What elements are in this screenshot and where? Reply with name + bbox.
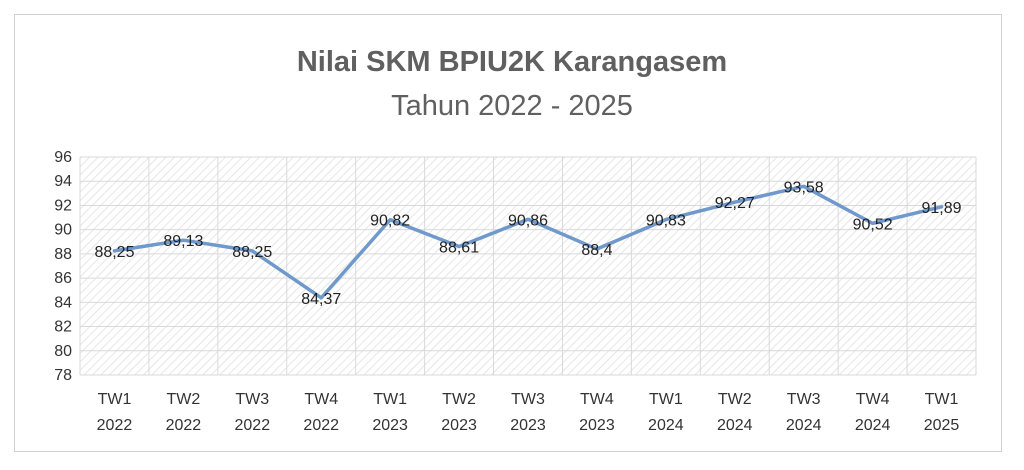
x-tick-label-year: 2024 [786,417,822,434]
y-tick-label: 96 [54,149,72,166]
x-tick-label-quarter: TW4 [304,391,338,408]
x-tick-label-quarter: TW1 [649,391,683,408]
y-tick-label: 88 [54,246,72,263]
chart-title: Nilai SKM BPIU2K Karangasem [296,46,728,78]
y-tick-label: 82 [54,319,72,336]
x-tick-label-quarter: TW1 [373,391,407,408]
data-labels: 88,25 89,13 88,25 84,37 90,82 88,61 90,86 88,4 9… [94,179,961,308]
y-tick-label: 92 [54,197,72,214]
y-tick-label: 90 [54,222,72,239]
x-tick-label-year: 2024 [717,417,753,434]
y-tick-label: 84 [54,294,72,311]
x-tick-label-year: 2023 [372,417,408,434]
y-axis: 78 80 82 84 86 88 90 92 94 96 [54,149,72,384]
x-tick-label-quarter: TW2 [166,391,200,408]
x-tick-label-year: 2023 [510,417,546,434]
x-tick-label-quarter: TW3 [787,391,821,408]
data-label: 89,13 [163,233,203,250]
data-label: 90,86 [508,212,548,229]
x-axis: TW1 2022 TW2 2022 TW3 2022 TW4 2022 TW1 2023 TW2 20… [97,391,960,434]
data-label: 84,37 [301,291,341,308]
x-tick-label-quarter: TW3 [235,391,269,408]
y-tick-label: 94 [54,173,72,190]
x-tick-label-quarter: TW4 [856,391,890,408]
data-label: 90,82 [370,213,410,230]
chart-subtitle: Tahun 2022 - 2025 [391,90,633,122]
y-tick-label: 80 [54,343,72,360]
x-tick-label-quarter: TW4 [580,391,614,408]
x-tick-label-year: 2022 [166,417,202,434]
series-line [112,184,944,300]
x-tick-label-year: 2022 [303,417,339,434]
x-tick-label-quarter: TW1 [925,391,959,408]
data-label: 90,83 [646,213,686,230]
data-label: 92,27 [715,195,755,212]
y-tick-label: 86 [54,270,72,287]
x-tick-label-year: 2024 [855,417,891,434]
x-tick-label-year: 2023 [579,417,615,434]
y-tick-label: 78 [54,367,72,384]
x-tick-label-quarter: TW1 [98,391,132,408]
data-label: 88,4 [581,242,612,259]
data-label: 88,61 [439,240,479,257]
data-label: 88,25 [232,244,272,261]
data-label: 88,25 [94,244,134,261]
data-label: 93,58 [784,179,824,196]
gridlines [79,156,977,376]
x-tick-label-year: 2023 [441,417,477,434]
x-tick-label-quarter: TW2 [718,391,752,408]
x-tick-label-year: 2022 [97,417,133,434]
x-tick-label-year: 2022 [235,417,271,434]
data-label: 91,89 [922,200,962,217]
x-tick-label-year: 2024 [648,417,684,434]
x-tick-label-year: 2025 [924,417,960,434]
data-label: 90,52 [853,216,893,233]
x-tick-label-quarter: TW3 [511,391,545,408]
plot-area [80,157,976,375]
x-tick-label-quarter: TW2 [442,391,476,408]
